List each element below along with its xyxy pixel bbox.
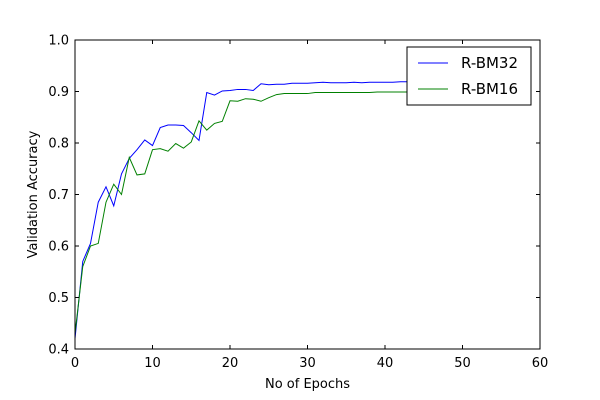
x-tick-label: 10 xyxy=(144,356,161,371)
legend-label-r-bm16: R-BM16 xyxy=(461,80,518,98)
y-tick-label: 1.0 xyxy=(48,34,69,49)
series-line-r-bm32 xyxy=(74,81,455,339)
y-tick-label: 0.6 xyxy=(48,240,69,255)
axis-ticks: 0 10 20 30 40 50 60 0.4 0.5 0.6 0.7 0.8 0.9 1.0 xyxy=(48,34,548,372)
plot-lines xyxy=(74,81,455,339)
y-tick-label: 0.9 xyxy=(48,85,69,100)
x-tick-label: 20 xyxy=(222,356,239,371)
y-axis-label: Validation Accuracy xyxy=(26,130,41,258)
x-tick-label: 50 xyxy=(454,356,471,371)
x-axis-label: No of Epochs xyxy=(265,377,350,392)
y-tick-label: 0.7 xyxy=(48,188,69,203)
x-tick-label: 40 xyxy=(377,356,394,371)
legend-label-r-bm32: R-BM32 xyxy=(461,54,518,72)
y-tick-label: 0.4 xyxy=(48,343,69,358)
x-tick-label: 0 xyxy=(71,356,79,371)
x-tick-label: 30 xyxy=(299,356,316,371)
series-line-r-bm16 xyxy=(74,91,455,334)
y-tick-label: 0.5 xyxy=(48,291,69,306)
legend: R-BM32 R-BM16 xyxy=(406,46,532,106)
x-tick-label: 60 xyxy=(532,356,549,371)
legend-frame xyxy=(406,46,532,106)
y-tick-label: 0.8 xyxy=(48,137,69,152)
